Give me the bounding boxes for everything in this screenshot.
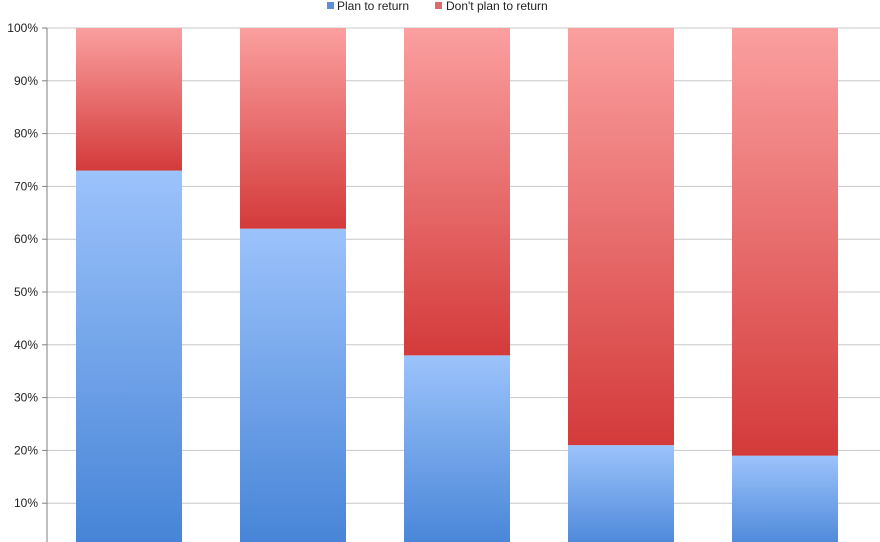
legend-swatch-dont-plan-to-return [435, 2, 442, 9]
y-tick-label: 70% [14, 179, 38, 193]
y-tick-label: 60% [14, 232, 38, 246]
bar-plan-to-return-1 [76, 170, 182, 542]
legend: Plan to return Don't plan to return [327, 0, 548, 13]
bar-plan-to-return-3 [404, 355, 510, 542]
bar-dont-plan-to-return-2 [240, 28, 346, 229]
legend-label-plan-to-return: Plan to return [337, 0, 409, 13]
bar-plan-to-return-5 [732, 455, 838, 542]
bar-dont-plan-to-return-4 [568, 28, 674, 446]
y-tick-label: 100% [7, 21, 38, 35]
legend-swatch-plan-to-return [327, 2, 334, 9]
bar-dont-plan-to-return-5 [732, 28, 838, 456]
y-tick-label: 50% [14, 285, 38, 299]
y-tick-label: 80% [14, 127, 38, 141]
y-tick-label: 90% [14, 74, 38, 88]
bars [76, 28, 838, 542]
bar-dont-plan-to-return-3 [404, 28, 510, 356]
bar-dont-plan-to-return-1 [76, 28, 182, 171]
legend-label-dont-plan-to-return: Don't plan to return [446, 0, 548, 13]
y-axis-tick-labels: 10% 20% 30% 40% 50% 60% 70% 80% 90% 100% [7, 21, 38, 510]
y-tick-label: 20% [14, 443, 38, 457]
y-tick-label: 30% [14, 391, 38, 405]
y-tick-label: 40% [14, 338, 38, 352]
bar-plan-to-return-4 [568, 445, 674, 542]
y-tick-label: 10% [14, 496, 38, 510]
bar-plan-to-return-2 [240, 228, 346, 542]
